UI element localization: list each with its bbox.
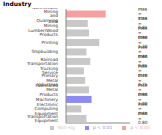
- svg-text:PMR=0.90: PMR=0.90: [138, 26, 148, 40]
- svg-text:PMR=1.55: PMR=1.55: [138, 8, 148, 21]
- svg-text:CoalMining: CoalMining: [44, 19, 59, 28]
- svg-text:PMR=0.80: PMR=0.80: [138, 45, 148, 59]
- svg-text:Printing: Printing: [41, 40, 58, 45]
- svg-text:PMR=1.30: PMR=1.30: [138, 35, 148, 49]
- svg-text:Shipbuilding: Shipbuilding: [31, 49, 58, 54]
- svg-text:PMR=0.80: PMR=0.80: [138, 111, 148, 125]
- svg-text:RailroadTransportation: RailroadTransportation: [26, 57, 58, 66]
- svg-text:PMR=1.00: PMR=1.00: [138, 92, 148, 106]
- svg-text:PMR=0.70: PMR=0.70: [138, 64, 148, 78]
- svg-text:FabricatedMetalProducts: FabricatedMetalProducts: [36, 83, 59, 97]
- svg-text:Lumber/WoodProducts: Lumber/WoodProducts: [28, 28, 59, 37]
- svg-text:PMR=0.85: PMR=0.85: [138, 16, 148, 30]
- svg-text:PMR=0.75: PMR=0.75: [138, 73, 148, 87]
- svg-text:NonmetallicMiningandQuarrying: NonmetallicMiningandQuarrying: [32, 8, 58, 23]
- svg-text:PMR=0.95: PMR=0.95: [138, 54, 148, 68]
- svg-text:TransportationEquipment: TransportationEquipment: [26, 114, 58, 123]
- svg-text:PMR=0.90: PMR=0.90: [138, 83, 148, 97]
- svg-text:PMR=0.60: PMR=0.60: [138, 102, 148, 116]
